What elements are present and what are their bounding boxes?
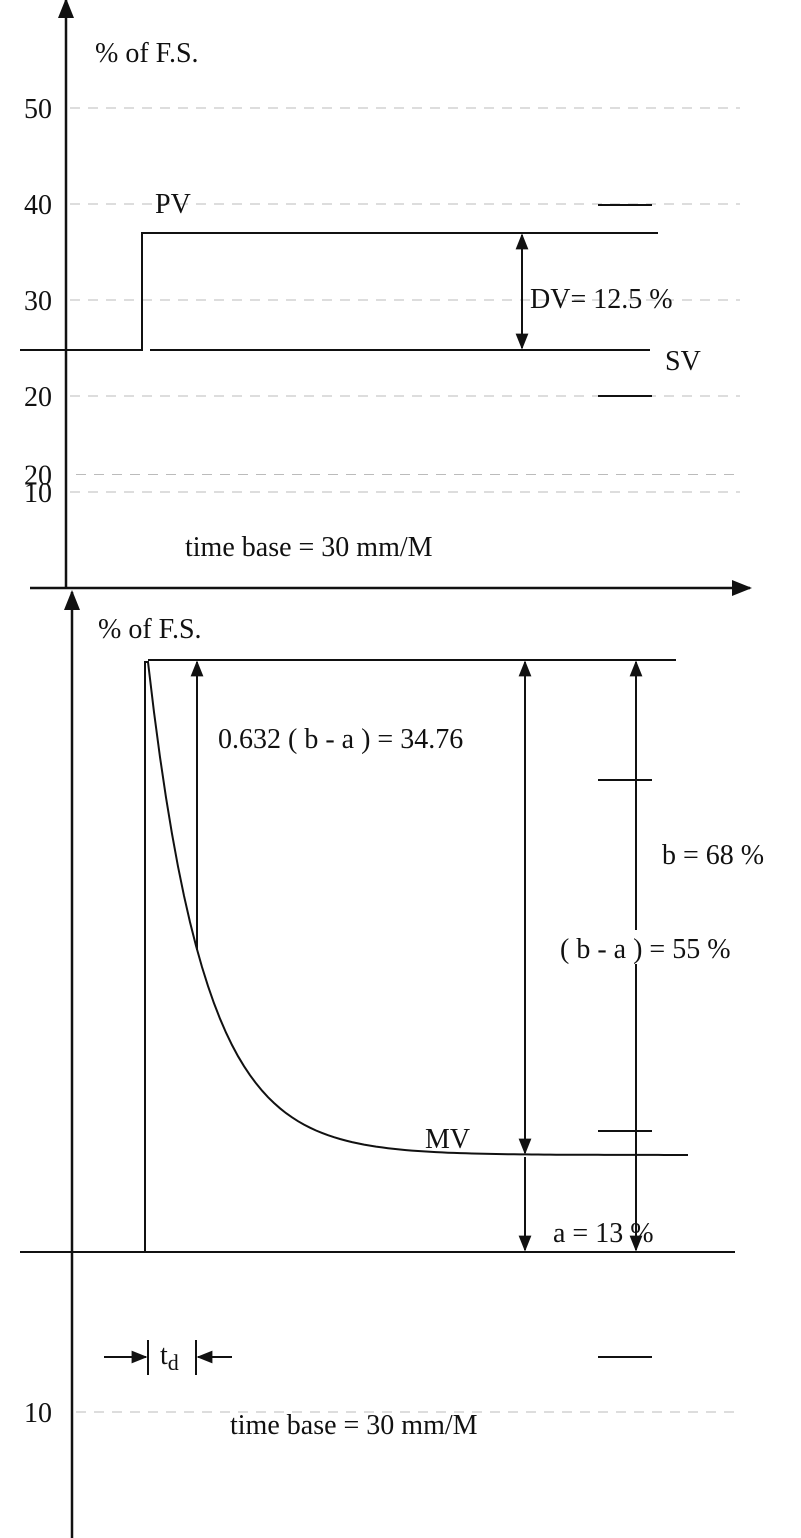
- y-tick-label: 50: [24, 94, 52, 125]
- y-tick-label: 30: [24, 286, 52, 317]
- y-tick-label: 10: [24, 1398, 52, 1429]
- td-main: t: [160, 1340, 168, 1371]
- tau-label: 0.632 ( b - a ) = 34.76: [218, 724, 463, 755]
- pv-line: [20, 232, 658, 351]
- b-label: b = 68 %: [662, 840, 764, 871]
- time-base: time base = 30 mm/M: [185, 532, 433, 563]
- sv-label: SV: [665, 346, 701, 377]
- td-label: td: [160, 1340, 179, 1375]
- td-sub: d: [168, 1350, 179, 1375]
- y-axis-label: % of F.S.: [95, 38, 199, 69]
- y-axis-label: % of F.S.: [98, 614, 202, 645]
- y-tick-label: 20: [24, 461, 52, 492]
- b-minus-a-label: ( b - a ) = 55 %: [560, 934, 731, 965]
- time-base: time base = 30 mm/M: [230, 1410, 478, 1441]
- mv-curve: [20, 661, 688, 1253]
- label-bg: [652, 836, 801, 870]
- mv-label: MV: [425, 1124, 470, 1155]
- pv-label: PV: [155, 189, 191, 220]
- a-label: a = 13 %: [553, 1218, 654, 1249]
- dv-label: DV= 12.5 %: [530, 284, 673, 315]
- y-tick-label: 20: [24, 382, 52, 413]
- label-bg: [556, 930, 801, 964]
- y-tick-label: 40: [24, 190, 52, 221]
- y-tick-label: 10: [24, 478, 52, 509]
